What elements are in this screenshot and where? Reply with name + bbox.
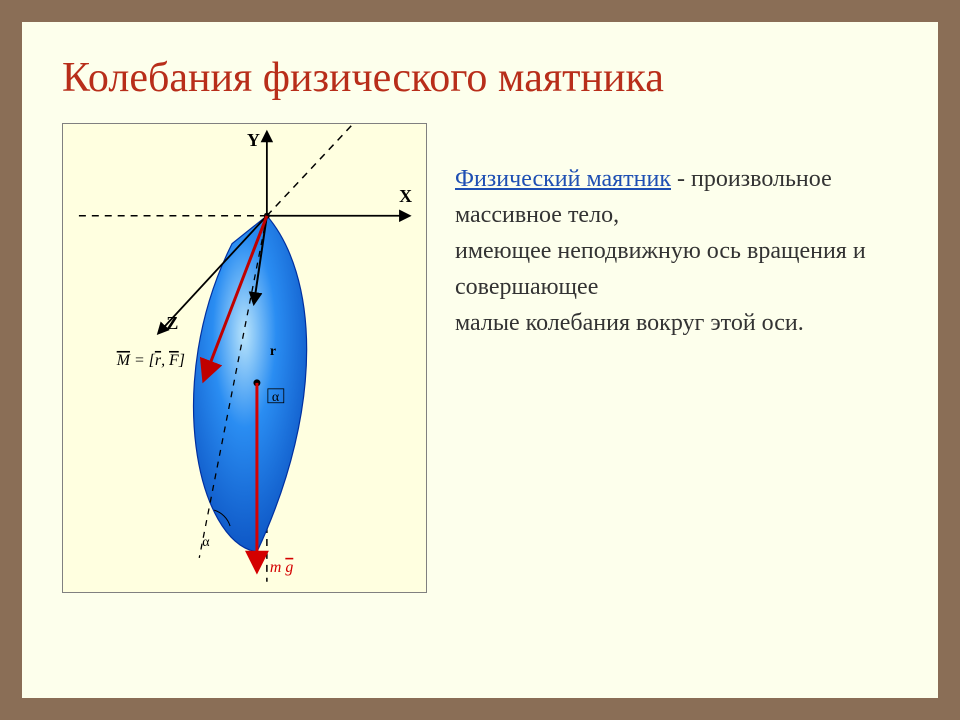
description-text: Физический маятник - произвольное массив… [455,123,898,341]
desc-line-2: имеющее неподвижную ось вращения и совер… [455,238,866,300]
slide-area: Колебания физического маятника X Y Zr α α M =… [22,22,938,698]
content-row: X Y Zr α α M = [r, F] m g Физический маятник -… [62,123,898,593]
svg-text:Y: Y [247,130,260,150]
svg-text:M = [r, F]: M = [r, F] [116,351,185,368]
svg-text:m g: m g [270,558,293,575]
svg-text:α: α [272,389,279,404]
slide-title: Колебания физического маятника [62,52,898,105]
svg-text:Z: Z [166,313,178,333]
outer-frame: Колебания физического маятника X Y Zr α α M =… [0,0,960,720]
svg-text:X: X [399,185,412,205]
term-physical-pendulum: Физический маятник [455,166,671,192]
svg-text:α: α [202,534,209,549]
pendulum-diagram: X Y Zr α α M = [r, F] m g [62,123,427,593]
diagram-svg: X Y Zr α α M = [r, F] m g [63,124,426,592]
desc-line-3: малые колебания вокруг этой оси. [455,310,804,336]
svg-text:r: r [270,344,276,359]
